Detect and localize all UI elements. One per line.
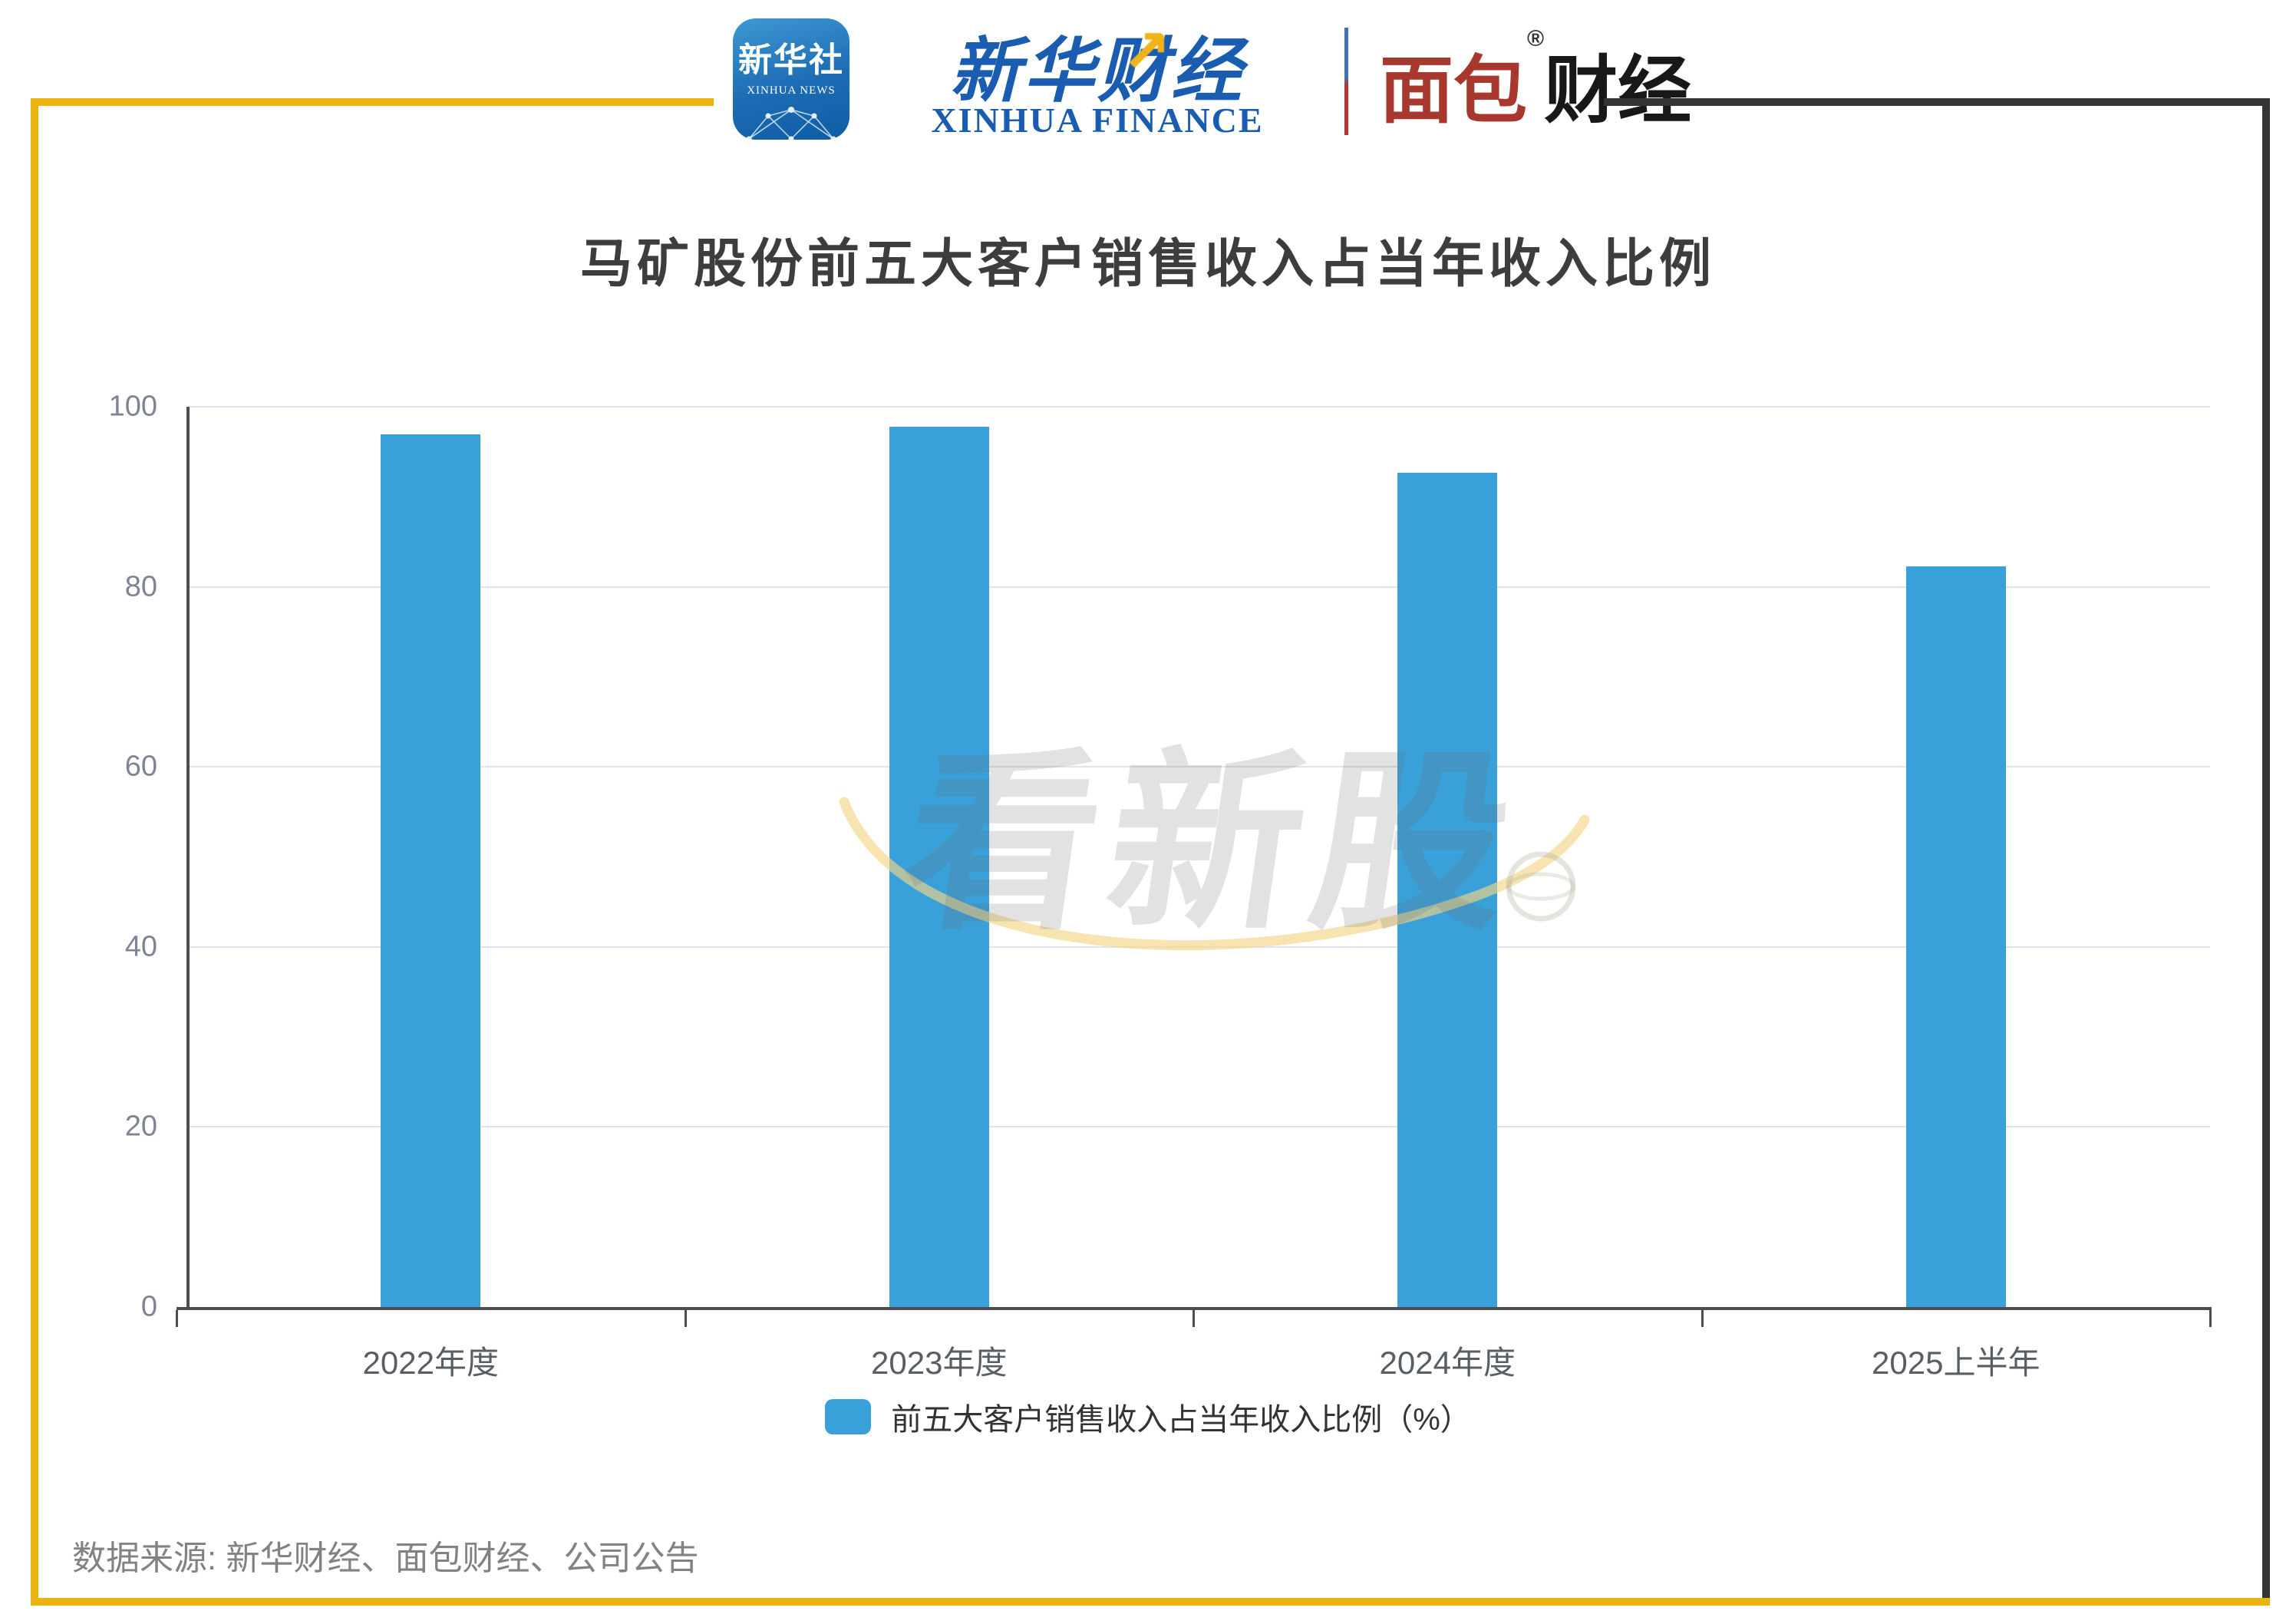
bar-2022年度[interactable] xyxy=(381,434,481,1307)
bar-2023年度[interactable] xyxy=(889,426,989,1307)
network-globe-icon xyxy=(746,107,836,140)
legend-item[interactable]: 前五大客户销售收入占当年收入比例（%） xyxy=(0,1394,2296,1440)
x-axis-tick xyxy=(176,1310,178,1327)
gridline xyxy=(190,1126,2210,1128)
y-axis-tick-label: 40 xyxy=(124,930,157,963)
y-axis-line xyxy=(186,407,190,1310)
y-axis-tick-label: 20 xyxy=(124,1110,157,1143)
x-axis-category-label: 2023年度 xyxy=(871,1345,1008,1381)
y-axis-tick-label: 100 xyxy=(108,390,157,423)
x-axis-tick xyxy=(1701,1310,1704,1327)
chart-title: 马矿股份前五大客户销售收入占当年收入比例 xyxy=(579,235,1716,293)
frame-right-dark xyxy=(2262,98,2270,1604)
mianbao-logo-red-text: 面包 xyxy=(1380,50,1527,132)
xinhua-finance-logo-cn: 新华财经 xyxy=(949,32,1245,111)
gridline xyxy=(190,586,2210,588)
xinhua-news-icon-en-text: XINHUA NEWS xyxy=(747,84,836,97)
xinhua-news-app-icon: 新华社 XINHUA NEWS xyxy=(733,18,849,140)
mianbao-logo-black-text: 财经 xyxy=(1544,50,1692,132)
legend-swatch xyxy=(825,1399,872,1434)
x-axis-category-label: 2022年度 xyxy=(362,1345,499,1381)
finance-up-arrow-icon: ↗ xyxy=(1122,19,1171,84)
y-axis-tick-label: 0 xyxy=(140,1290,157,1323)
y-axis-tick-label: 60 xyxy=(124,750,157,783)
bar-2024年度[interactable] xyxy=(1397,472,1498,1307)
legend-label: 前五大客户销售收入占当年收入比例（%） xyxy=(891,1403,1471,1437)
frame-top-right-dark xyxy=(1604,98,2270,106)
x-axis-line xyxy=(176,1307,2212,1310)
frame-left-yellow xyxy=(31,98,38,1604)
frame-bottom-yellow xyxy=(31,1598,2270,1606)
y-axis-tick-label: 80 xyxy=(124,570,157,603)
gridline xyxy=(190,766,2210,768)
registered-trademark-icon: ® xyxy=(1527,26,1545,51)
x-axis-category-label: 2025上半年 xyxy=(1872,1345,2040,1381)
mianbao-finance-logo: 面包®财经 xyxy=(1380,26,1692,137)
x-axis-tick xyxy=(2209,1310,2212,1327)
header: 新华社 XINHUA NEWS 新华财经 ↗ XINHUA FINANCE 面包… xyxy=(0,0,2296,153)
source-text: 数据来源: 新华财经、面包财经、公司公告 xyxy=(72,1540,699,1577)
frame-top-left-yellow xyxy=(31,98,714,106)
gridline xyxy=(190,406,2210,408)
x-axis-tick xyxy=(1193,1310,1195,1327)
x-axis-category-label: 2024年度 xyxy=(1379,1345,1516,1381)
bar-2025上半年[interactable] xyxy=(1905,566,2006,1307)
xinhua-finance-logo-en: XINHUA FINANCE xyxy=(931,101,1264,140)
xinhua-news-icon-cn-text: 新华社 xyxy=(738,41,844,79)
x-axis-tick xyxy=(684,1310,687,1327)
header-divider xyxy=(1344,28,1348,135)
